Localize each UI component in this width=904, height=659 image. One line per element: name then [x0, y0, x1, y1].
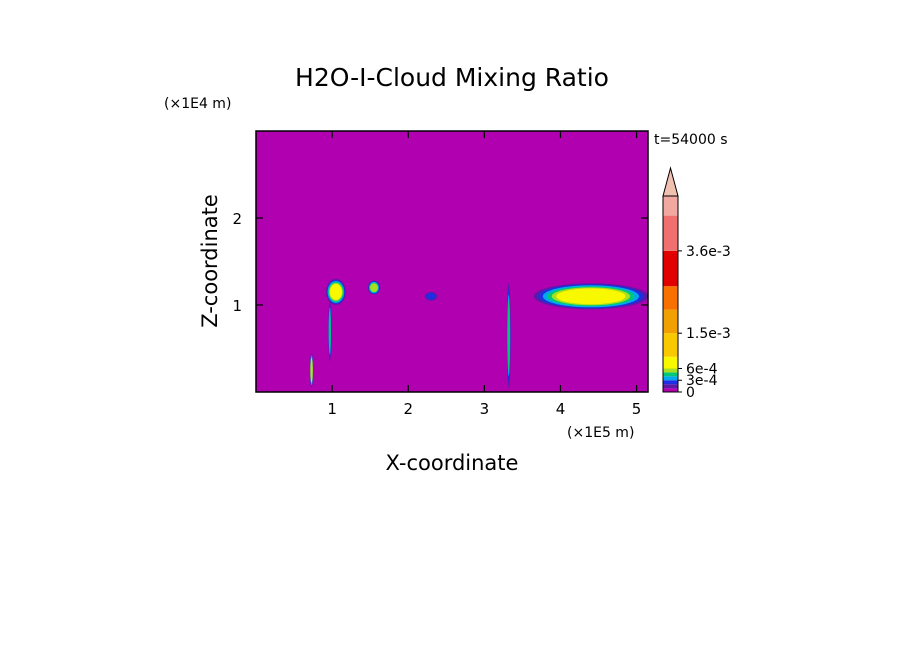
cloud-feature	[326, 278, 346, 306]
colorbar-label: 1.5e-3	[686, 326, 731, 342]
colorbar-segment	[663, 215, 678, 251]
x-tick-label: 5	[632, 400, 642, 418]
x-tick-label: 2	[403, 400, 413, 418]
colorbar-segment	[663, 356, 678, 369]
colorbar-frame	[662, 195, 679, 393]
x-unit-label: (×1E5 m)	[567, 425, 634, 441]
colorbar-label: 3e-4	[686, 373, 718, 389]
colorbar-segment	[663, 196, 678, 216]
heatmap-background	[256, 131, 648, 392]
cloud-feature	[328, 300, 332, 362]
x-tick-label: 1	[327, 400, 337, 418]
cloud-feature	[367, 280, 381, 295]
colorbar-extend-arrow	[662, 166, 679, 197]
cloud-feature	[310, 352, 314, 388]
x-tick-label: 4	[556, 400, 566, 418]
cloud-contour	[426, 292, 437, 300]
time-label: t=54000 s	[654, 132, 728, 148]
x-tick-label: 3	[480, 400, 490, 418]
colorbar-label: 0	[686, 385, 695, 401]
y-axis-label: Z-coordinate	[198, 194, 222, 328]
colorbar-label: 6e-4	[686, 361, 718, 377]
plot-frame	[255, 130, 649, 393]
colorbar-segment	[663, 372, 678, 377]
cloud-contour	[329, 284, 342, 300]
cloud-contour	[507, 300, 510, 371]
cloud-feature	[506, 283, 511, 388]
plot-area: 1 2 3 4 5 1 2	[232, 130, 649, 418]
colorbar: 03e-46e-4 1.5e-3 3.6e-3	[662, 166, 731, 401]
cloud-contour	[370, 283, 378, 293]
cloud-contour	[556, 288, 626, 305]
chart-title: H2O-I-Cloud Mixing Ratio	[295, 63, 609, 92]
colorbar-segment	[663, 388, 678, 392]
cloud-contour	[328, 310, 331, 352]
y-tick-label: 2	[232, 210, 242, 228]
cloud-feature	[533, 283, 648, 310]
colorbar-segment	[663, 309, 678, 334]
colorbar-segment	[663, 333, 678, 357]
colorbar-segment	[663, 384, 678, 389]
x-axis-label: X-coordinate	[386, 451, 519, 475]
colorbar-label: 3.6e-3	[686, 244, 731, 260]
colorbar-segment	[663, 368, 678, 373]
colorbar-segment	[663, 376, 678, 381]
colorbar-segment	[663, 250, 678, 287]
cloud-contour	[310, 360, 313, 381]
y-tick-label: 1	[232, 297, 242, 315]
colorbar-segment	[663, 286, 678, 310]
cloud-feature	[424, 291, 438, 301]
y-unit-label: (×1E4 m)	[164, 96, 231, 112]
colorbar-segment	[663, 380, 678, 385]
